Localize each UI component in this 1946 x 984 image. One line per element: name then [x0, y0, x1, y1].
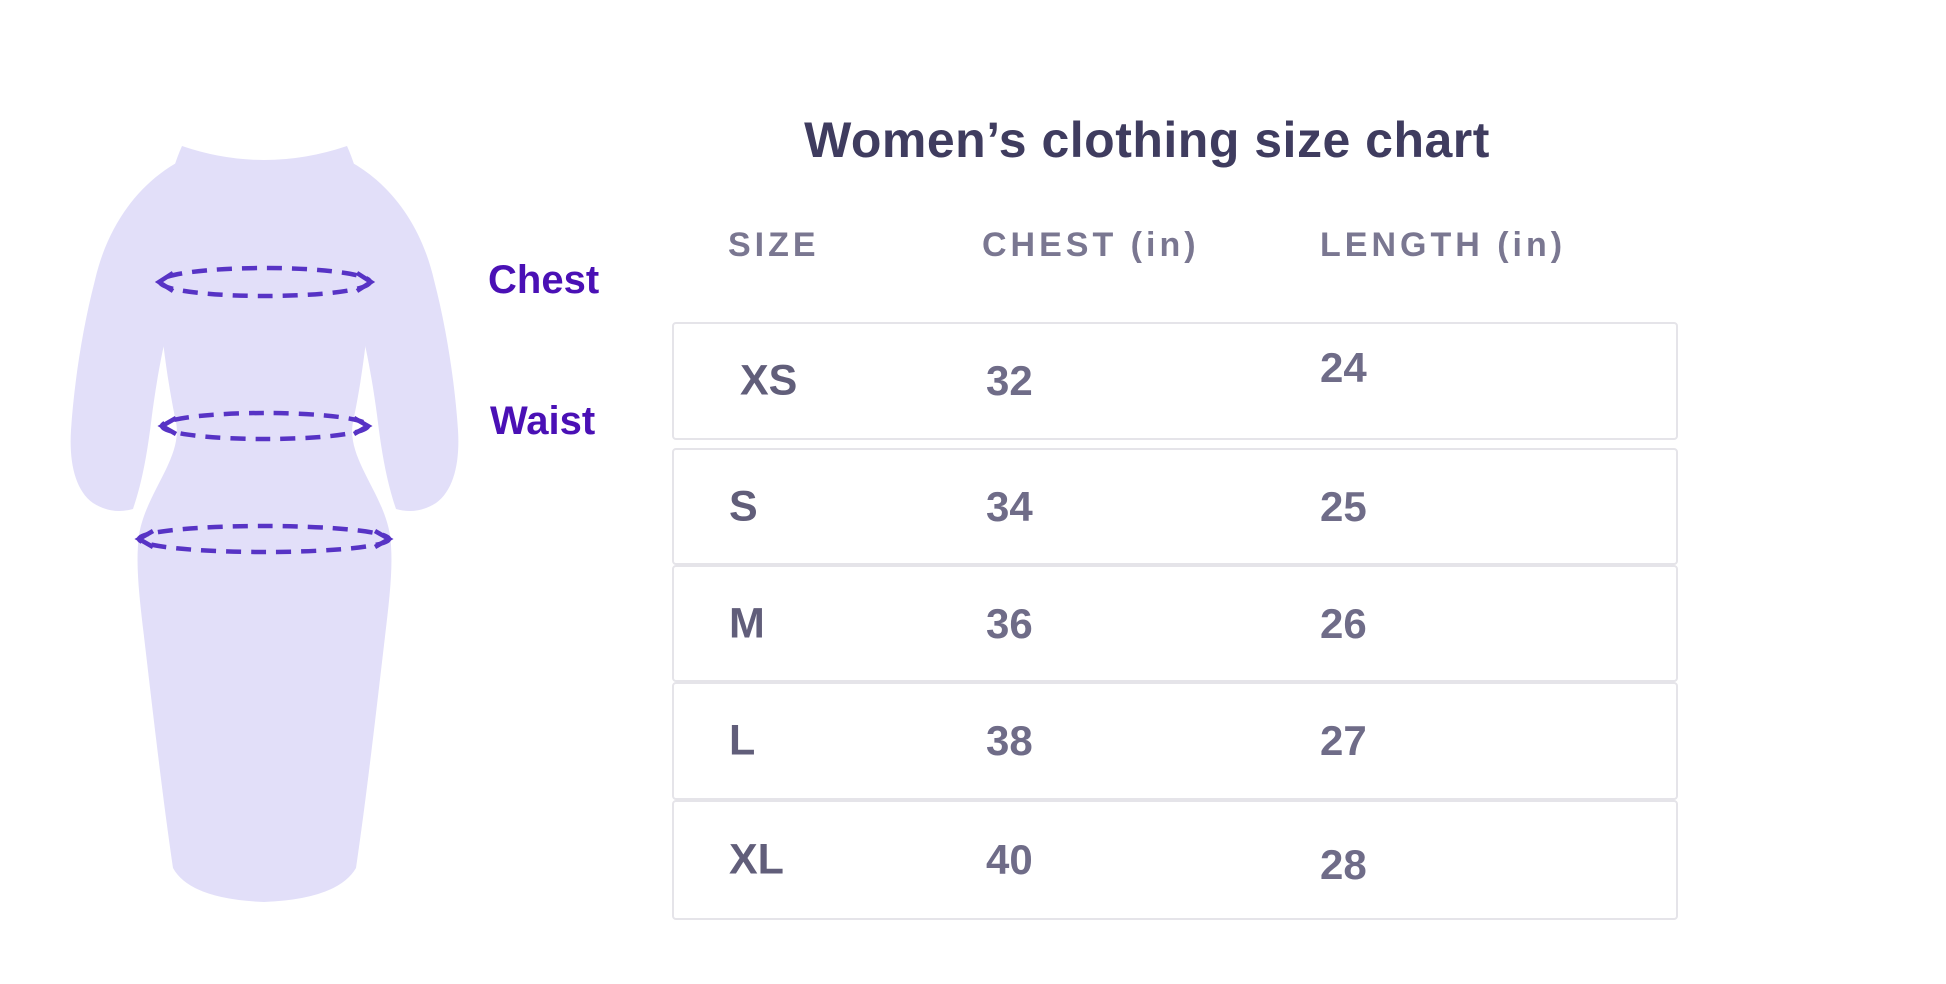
column-header-chest: CHEST (in)	[982, 226, 1200, 264]
table-row-m: M 36 26	[672, 565, 1678, 682]
page-title: Women’s clothing size chart	[804, 112, 1490, 168]
length-value: 28	[1320, 841, 1367, 888]
chest-label: Chest	[488, 258, 600, 302]
chest-value: 34	[986, 482, 1033, 530]
table-header-row: SIZE CHEST (in) LENGTH (in)	[672, 226, 1678, 272]
dress-left-sleeve	[70, 152, 200, 511]
dress-illustration	[70, 146, 459, 902]
size-value: XL	[729, 835, 784, 884]
chest-value: 38	[986, 717, 1033, 764]
table-row-s: S 34 25	[672, 448, 1678, 565]
size-value: XS	[740, 356, 798, 405]
column-header-length: LENGTH (in)	[1320, 226, 1567, 264]
length-value: 24	[1320, 344, 1367, 391]
size-value: L	[729, 716, 756, 765]
chest-measurement-line	[154, 265, 376, 299]
length-value: 26	[1320, 599, 1367, 647]
hip-measurement-line	[134, 523, 394, 555]
table-row-xl: XL 40 28	[672, 800, 1678, 920]
table-row-xs: XS 32 24	[672, 322, 1678, 440]
size-value: S	[729, 482, 758, 530]
table-row-l: L 38 27	[672, 682, 1678, 800]
chest-value: 40	[986, 836, 1033, 883]
column-header-size: SIZE	[728, 226, 820, 264]
dress-right-sleeve	[329, 152, 459, 511]
chest-value: 32	[986, 357, 1033, 404]
chest-value: 36	[986, 599, 1033, 647]
size-table: XS 32 24 S 34 25 M 36 26 L 38 27 XL 40 2…	[672, 322, 1678, 922]
waist-label: Waist	[490, 399, 596, 443]
length-value: 25	[1320, 482, 1367, 530]
length-value: 27	[1320, 717, 1367, 764]
size-value: M	[729, 599, 765, 647]
waist-measurement-line	[157, 410, 373, 442]
